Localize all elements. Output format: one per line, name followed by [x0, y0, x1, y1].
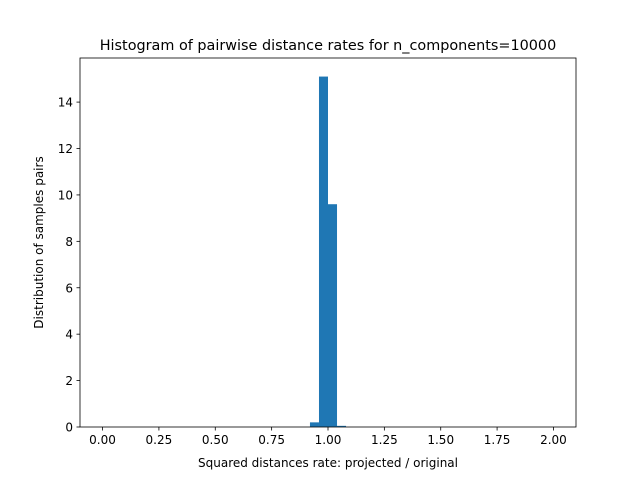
histogram-bar-3: [337, 425, 347, 427]
y-tick-label: 14: [58, 96, 73, 110]
y-tick-label: 4: [65, 328, 73, 342]
y-tick-label: 12: [58, 142, 73, 156]
x-tick-label: 1.00: [315, 433, 342, 447]
y-tick-label: 10: [58, 188, 73, 202]
x-tick-label: 0.75: [258, 433, 285, 447]
x-axis-label: Squared distances rate: projected / orig…: [198, 456, 458, 470]
bars-group: [309, 76, 347, 427]
chart-title: Histogram of pairwise distance rates for…: [100, 38, 557, 54]
x-tick-label: 1.50: [427, 433, 454, 447]
x-tick-label: 0.50: [202, 433, 229, 447]
y-tick-label: 0: [65, 421, 73, 435]
y-axis-ticks: 0 2 4 6 8 10 12 14: [58, 96, 80, 435]
histogram-bar-1: [318, 76, 328, 427]
y-tick-label: 6: [65, 281, 73, 295]
x-tick-label: 0.00: [89, 433, 116, 447]
y-axis-label: Distribution of samples pairs: [32, 156, 46, 328]
histogram-bar-0: [309, 422, 319, 427]
x-tick-label: 0.25: [146, 433, 173, 447]
x-tick-label: 1.25: [371, 433, 398, 447]
histogram-bar-2: [328, 204, 338, 427]
x-tick-label: 2.00: [540, 433, 567, 447]
y-tick-label: 8: [65, 235, 73, 249]
x-tick-label: 1.75: [484, 433, 511, 447]
y-tick-label: 2: [65, 374, 73, 388]
x-axis-ticks: 0.00 0.25 0.50 0.75 1.00 1.25 1.50 1.75 2.00: [89, 427, 567, 447]
